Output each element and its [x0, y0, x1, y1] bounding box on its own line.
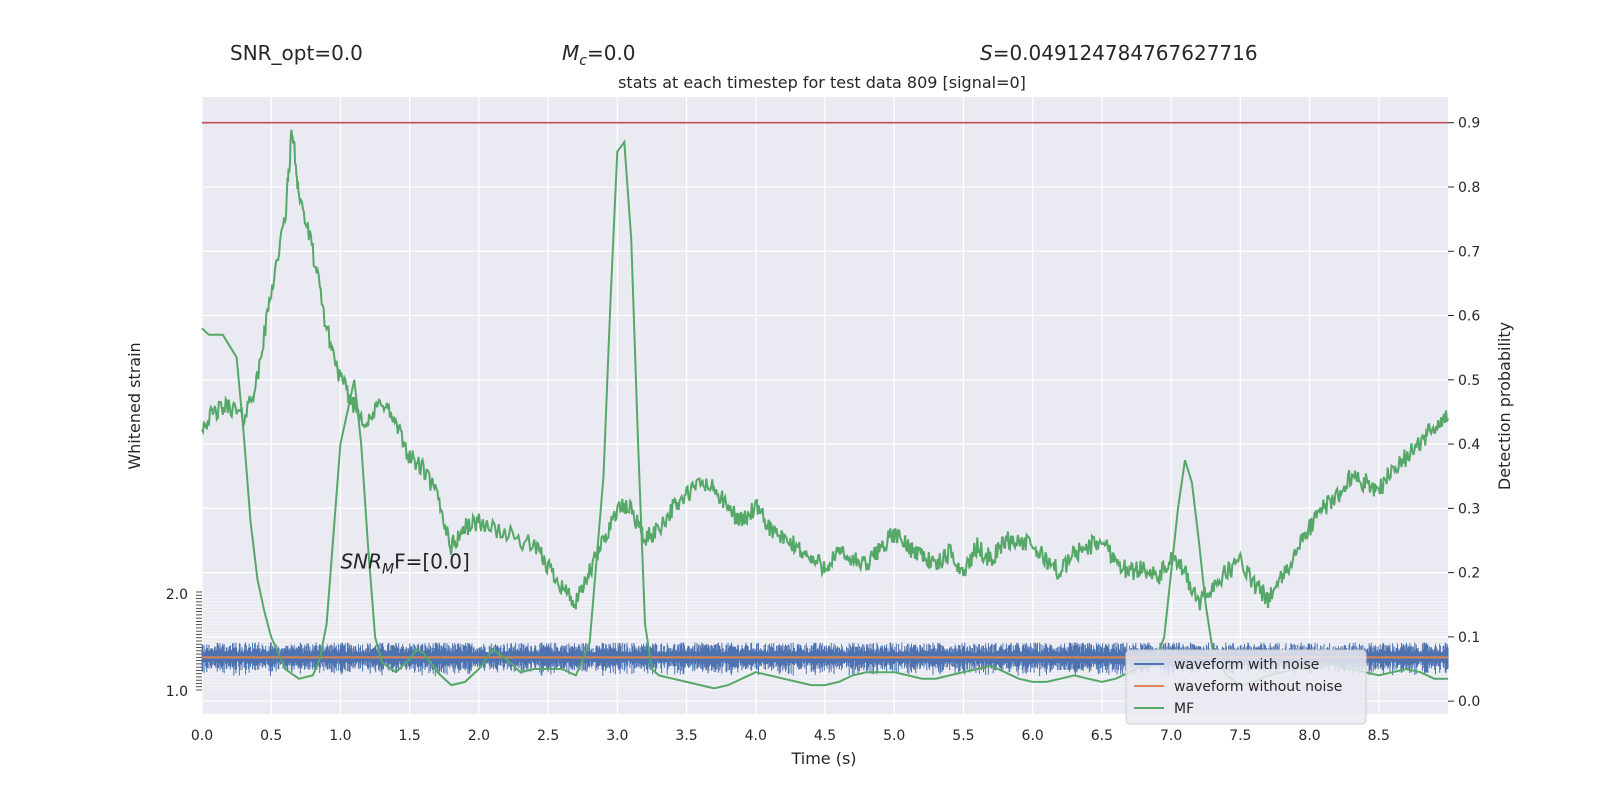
series-mf — [201, 139, 1448, 690]
right-tick-label-1: 0.1 — [1458, 630, 1480, 646]
x-tick-label-2: 1.0 — [329, 728, 351, 744]
right-tick-label-9: 0.9 — [1458, 116, 1480, 132]
x-tick-label-11: 5.5 — [952, 728, 974, 744]
s-value: =0.049124784767627716 — [993, 41, 1258, 65]
x-tick-label-17: 8.5 — [1368, 728, 1390, 744]
right-tick-label-3: 0.3 — [1458, 501, 1480, 517]
snr-mf-rest: F=[0.0] — [394, 550, 470, 574]
left-axis-label: Whitened strain — [125, 342, 144, 469]
snr-mf-subscript: M — [382, 562, 394, 578]
mc-value: =0.0 — [587, 41, 636, 65]
s-label: S=0.049124784767627716 — [980, 41, 1258, 65]
left-tick-bottom: 1.0 — [166, 684, 188, 700]
legend-entry-mf: MF — [1174, 701, 1194, 717]
x-tick-label-1: 0.5 — [260, 728, 282, 744]
mc-symbol: M — [562, 41, 579, 65]
right-tick-label-2: 0.2 — [1458, 566, 1480, 582]
x-tick-label-5: 2.5 — [537, 728, 559, 744]
x-axis-label: Time (s) — [790, 749, 856, 768]
x-tick-label-6: 3.0 — [606, 728, 628, 744]
x-tick-label-16: 8.0 — [1298, 728, 1320, 744]
right-tick-label-4: 0.4 — [1458, 437, 1480, 453]
x-tick-label-10: 5.0 — [883, 728, 905, 744]
snr-mf-symbol: SNR — [340, 550, 382, 574]
right-tick-label-6: 0.6 — [1458, 309, 1480, 325]
right-tick-label-0: 0.0 — [1458, 694, 1480, 710]
right-axis-ticks: 0.0 0.1 0.2 0.3 0.4 0.5 0.6 0.7 0.8 0.9 — [1448, 116, 1480, 710]
s-symbol: S — [980, 41, 993, 65]
snr-mf-annotation: SNRMF=[0.0] — [340, 550, 469, 578]
right-tick-label-8: 0.8 — [1458, 180, 1480, 196]
x-tick-label-9: 4.5 — [814, 728, 836, 744]
snr-opt-label: SNR_opt=0.0 — [230, 41, 363, 65]
x-axis-ticks: 0.0 0.5 1.0 1.5 2.0 2.5 3.0 3.5 4.0 4.5 5.0 5.5 6.0 6… — [191, 728, 1390, 744]
left-axis-ticks: 2.0 1.0 — [166, 587, 188, 700]
legend-entry-clean: waveform without noise — [1174, 679, 1342, 695]
x-tick-label-3: 1.5 — [399, 728, 421, 744]
series-detection-probability — [201, 129, 1449, 611]
left-tick-top: 2.0 — [166, 587, 188, 603]
x-tick-label-0: 0.0 — [191, 728, 213, 744]
right-axis-label: Detection probability — [1495, 322, 1514, 490]
x-tick-label-15: 7.5 — [1229, 728, 1251, 744]
x-tick-label-12: 6.0 — [1022, 728, 1044, 744]
chart-title: stats at each timestep for test data 809… — [618, 73, 1026, 92]
x-tick-label-8: 4.0 — [745, 728, 767, 744]
legend-box — [1125, 649, 1367, 725]
mc-subscript: c — [579, 53, 587, 69]
x-tick-label-14: 7.0 — [1160, 728, 1182, 744]
right-tick-label-7: 0.7 — [1458, 244, 1480, 260]
legend: waveform with noise waveform without noi… — [1125, 649, 1367, 725]
x-tick-label-4: 2.0 — [468, 728, 490, 744]
x-tick-label-13: 6.5 — [1091, 728, 1113, 744]
mc-label: Mc=0.0 — [562, 41, 636, 69]
legend-entry-noise: waveform with noise — [1174, 657, 1319, 673]
right-tick-label-5: 0.5 — [1458, 373, 1480, 389]
x-tick-label-7: 3.5 — [675, 728, 697, 744]
